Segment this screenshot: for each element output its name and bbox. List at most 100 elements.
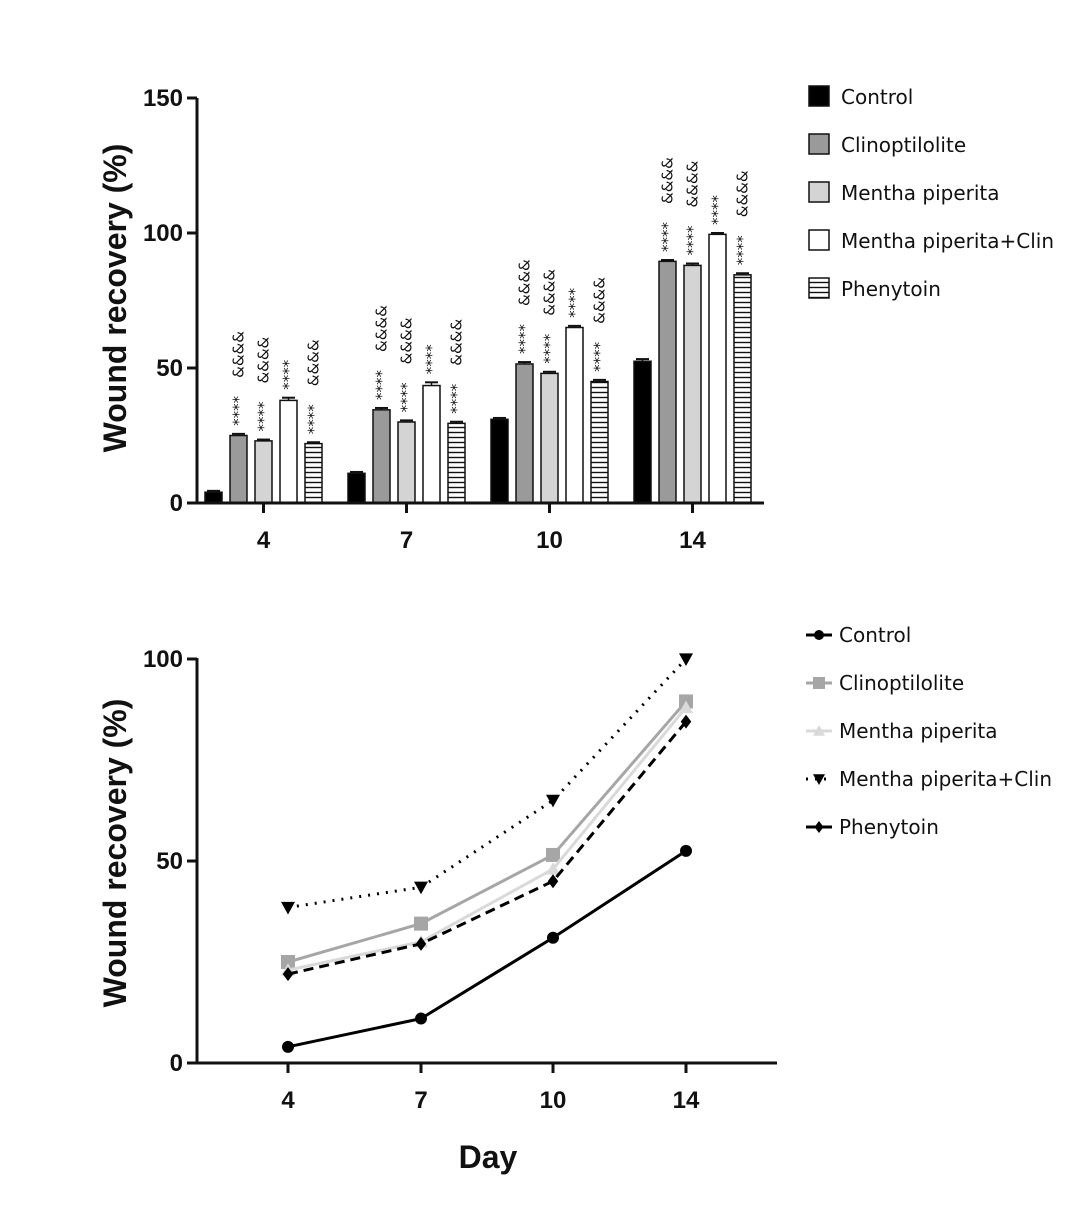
series-line-control (287, 849, 687, 1049)
line-chart-series (281, 653, 693, 1053)
significance-label: **** (734, 235, 752, 266)
bar-mentha-piperita-clin-day-7 (422, 384, 441, 504)
legend-swatch-clinoptilolite (808, 133, 830, 155)
line-chart-x-tick-label: 10 (540, 1087, 567, 1114)
significance-label: **** (709, 195, 727, 226)
significance-label: **** (684, 225, 702, 256)
legend-label-clinoptilolite: Clinoptilolite (839, 671, 964, 695)
line-chart-y-axis-title: Wound recovery (%) (97, 699, 133, 1008)
point-phenytoin-day-4 (282, 967, 294, 982)
comparison-label: &&&& (255, 336, 273, 383)
bar-chart-x-tick-label: 14 (679, 527, 706, 554)
comparison-label: &&&& (373, 305, 391, 352)
significance-label: **** (448, 383, 466, 414)
series-line-phenytoin (287, 720, 688, 976)
legend-label-phenytoin: Phenytoin (841, 277, 941, 301)
legend-label-phenytoin: Phenytoin (839, 815, 939, 839)
significance-label: **** (591, 341, 609, 372)
bar-chart-y-tick-label: 100 (143, 220, 183, 247)
comparison-label: &&&& (541, 269, 559, 316)
legend-swatch-phenytoin (808, 277, 830, 299)
bar-clinoptilolite-day-7 (372, 409, 391, 504)
bar-mentha-piperita-day-4 (254, 440, 273, 504)
point-phenytoin-day-10 (547, 874, 559, 889)
point-control-day-14 (680, 844, 692, 857)
line-chart-x-tick-label: 14 (673, 1087, 700, 1114)
legend-label-mentha-piperita: Mentha piperita (841, 181, 1000, 205)
line-chart-y-tick-label: 0 (170, 1050, 183, 1077)
line-chart-y-tick-label: 50 (156, 848, 183, 875)
point-control-day-4 (282, 1040, 294, 1053)
line-chart-x-ticks: 4 7 10 14 (281, 1063, 700, 1114)
line-chart-y-tick-label: 100 (143, 646, 183, 673)
bar-mentha-piperita-clin-day-4 (279, 399, 298, 504)
point-clinoptilolite-day-4 (281, 955, 295, 969)
bar-phenytoin-day-14 (733, 274, 752, 504)
bar-chart-annotations: **** &&&& **** &&&& **** **** &&&& **** &&&& ****… (230, 157, 752, 434)
comparison-label: &&&& (734, 170, 752, 217)
bar-control-day-10 (490, 418, 509, 504)
significance-label: **** (541, 333, 559, 364)
legend-label-clinoptilolite: Clinoptilolite (841, 133, 966, 157)
significance-label: **** (566, 287, 584, 318)
bar-clinoptilolite-day-14 (658, 260, 677, 504)
bar-chart-x-ticks: 4 7 10 14 (257, 503, 706, 554)
legend-swatch-control (808, 85, 830, 107)
bar-chart-y-tick-label: 50 (156, 355, 183, 382)
line-chart-legend: Control Clinoptilolite Mentha piperita Ment… (806, 623, 1052, 839)
point-control-day-7 (415, 1012, 427, 1025)
line-chart-x-tick-label: 7 (414, 1087, 427, 1114)
legend-marker-control (814, 630, 824, 640)
bar-mentha-piperita-day-14 (683, 264, 702, 504)
bar-control-day-4 (204, 491, 223, 504)
point-control-day-10 (547, 931, 559, 944)
bar-clinoptilolite-day-4 (229, 434, 248, 504)
comparison-label: &&&& (659, 157, 677, 204)
bar-phenytoin-day-7 (447, 422, 466, 504)
significance-label: **** (423, 344, 441, 375)
bar-chart-x-tick-label: 10 (536, 527, 563, 554)
bar-chart-y-axis-title: Wound recovery (%) (97, 144, 133, 453)
series-line-clinoptilolite (287, 700, 688, 964)
legend-label-mentha-piperita: Mentha piperita (839, 719, 998, 743)
legend-label-mentha-piperita-clin: Mentha piperita+Clin (839, 767, 1052, 791)
comparison-label: &&&& (230, 331, 248, 378)
legend-marker-phenytoin (814, 821, 824, 833)
bar-chart-legend: Control Clinoptilolite Mentha piperita Ment… (808, 85, 1054, 301)
bar-chart-y-tick-label: 0 (170, 490, 183, 517)
legend-label-mentha-piperita-clin: Mentha piperita+Clin (841, 229, 1054, 253)
point-mentha-piperita-clin-day-14 (679, 653, 693, 666)
bar-mentha-piperita-day-10 (540, 372, 559, 504)
legend-swatch-mentha-piperita-clin (808, 229, 830, 251)
significance-label: **** (516, 324, 534, 355)
significance-label: **** (230, 395, 248, 426)
line-chart: Wound recovery (%) Day 0 50 100 4 7 10 14 Con… (97, 623, 1052, 1175)
line-chart-y-ticks: 0 50 100 (143, 646, 197, 1077)
legend-label-control: Control (839, 623, 911, 647)
legend-marker-mentha-piperita (813, 725, 825, 736)
point-mentha-piperita-day-14 (679, 700, 693, 714)
comparison-label: &&&& (448, 319, 466, 366)
point-mentha-piperita-clin-day-4 (281, 901, 295, 915)
point-clinoptilolite-day-10 (546, 847, 560, 862)
bar-phenytoin-day-4 (304, 442, 323, 504)
series-line-mentha-piperita-clin (287, 657, 688, 909)
significance-label: **** (255, 401, 273, 432)
legend-label-control: Control (841, 85, 913, 109)
bar-chart-x-tick-label: 4 (257, 527, 271, 554)
bar-chart-y-tick-label: 150 (143, 85, 183, 112)
significance-label: **** (398, 382, 416, 413)
bar-control-day-7 (347, 472, 366, 504)
comparison-label: &&&& (305, 339, 323, 386)
bar-clinoptilolite-day-10 (515, 363, 534, 504)
comparison-label: &&&& (398, 317, 416, 364)
comparison-label: &&&& (591, 277, 609, 324)
bar-chart-y-ticks: 0 50 100 150 (143, 85, 197, 517)
bar-control-day-14 (633, 360, 652, 504)
legend-marker-clinoptilolite (813, 677, 825, 689)
point-mentha-piperita-clin-day-7 (414, 881, 428, 895)
comparison-label: &&&& (516, 259, 534, 306)
comparison-label: &&&& (684, 160, 702, 207)
bar-mentha-piperita-day-7 (397, 421, 416, 504)
